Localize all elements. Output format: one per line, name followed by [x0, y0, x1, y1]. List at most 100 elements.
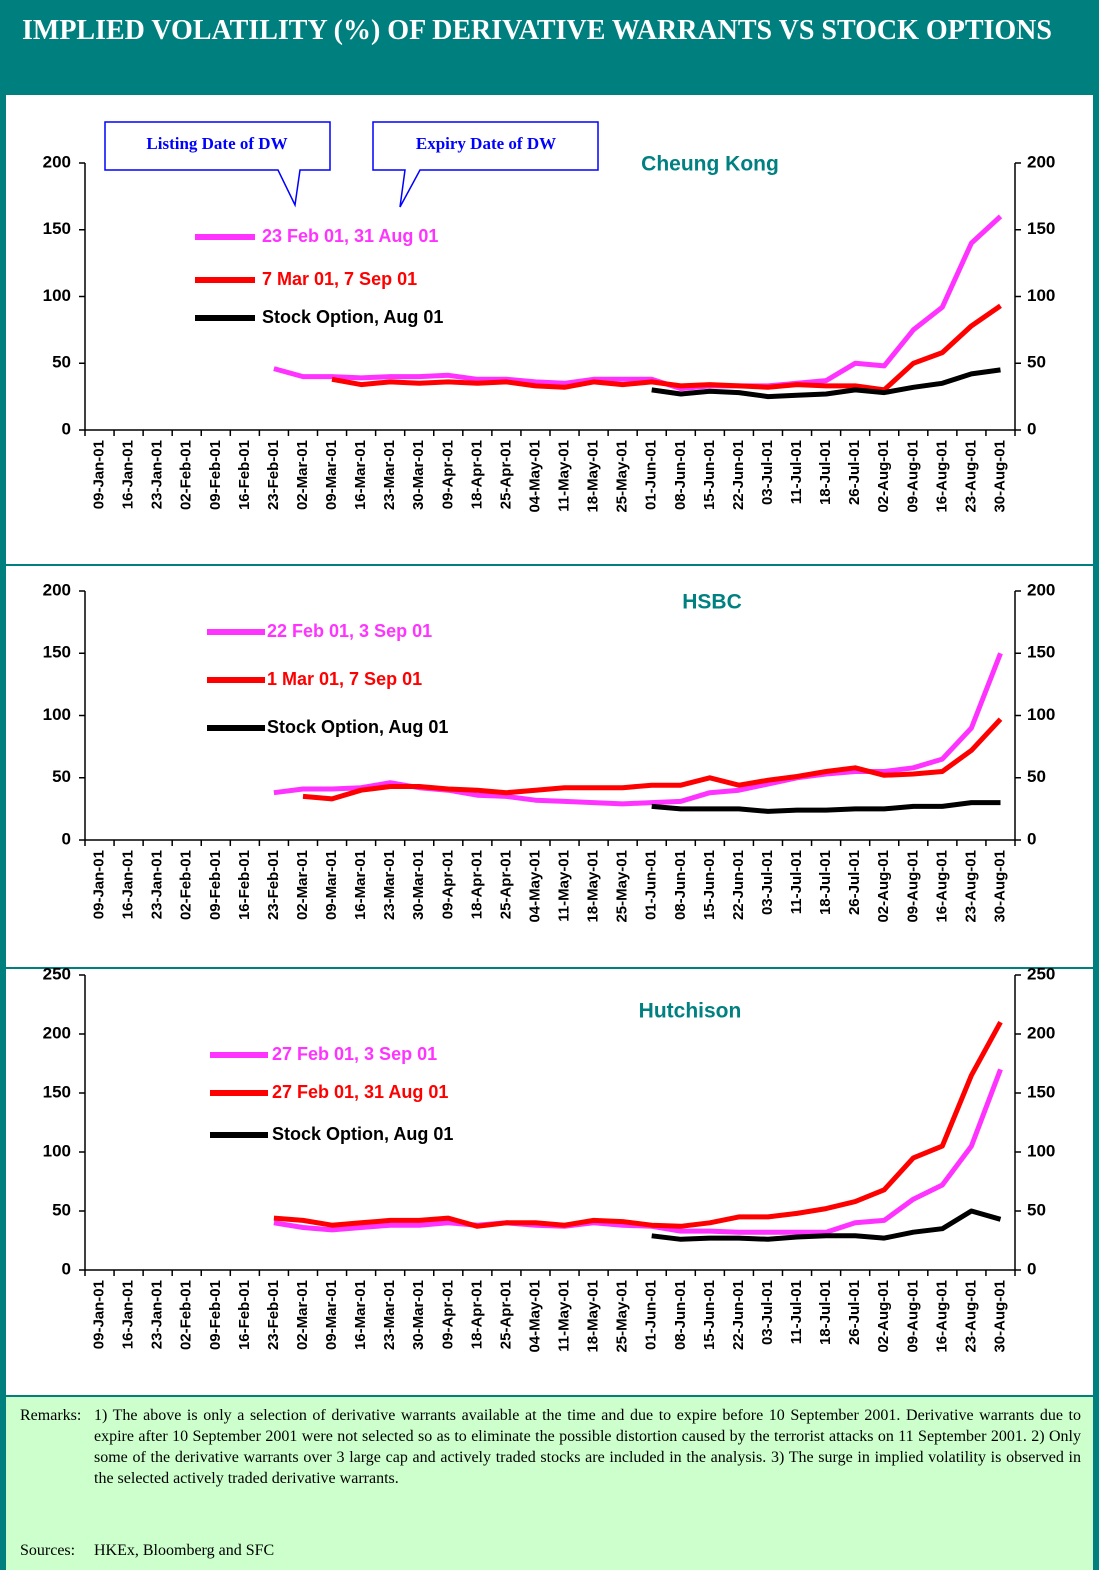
y2-tick-label: 200: [1027, 580, 1055, 599]
x-tick-label: 16-Mar-01: [352, 1280, 369, 1350]
y2-tick-label: 150: [1027, 643, 1055, 662]
x-tick-label: 11-Jul-01: [788, 1280, 805, 1344]
y-tick-label: 250: [43, 964, 71, 983]
x-tick-label: 09-Mar-01: [323, 1280, 340, 1350]
y-tick-label: 0: [62, 419, 71, 438]
x-tick-label: 18-Jul-01: [817, 1280, 834, 1345]
x-tick-label: 16-Aug-01: [933, 1280, 950, 1353]
remarks-label: Remarks:: [20, 1407, 82, 1424]
y2-tick-label: 100: [1027, 705, 1055, 724]
x-tick-label: 09-Jan-01: [91, 850, 108, 919]
y-tick-label: 150: [43, 1082, 71, 1101]
x-tick-label: 22-Jun-01: [730, 1280, 747, 1350]
x-tick-label: 02-Aug-01: [875, 1280, 892, 1353]
x-tick-label: 25-Apr-01: [497, 440, 514, 509]
x-tick-label: 23-Jan-01: [149, 440, 166, 509]
callout-box: [372, 121, 599, 208]
callout-text: Expiry Date of DW: [416, 134, 556, 153]
x-tick-label: 25-May-01: [614, 440, 631, 513]
x-tick-label: 30-Mar-01: [410, 1280, 427, 1350]
legend-label: 27 Feb 01, 31 Aug 01: [272, 1082, 448, 1102]
x-tick-label: 25-May-01: [614, 1280, 631, 1353]
legend-label: 27 Feb 01, 3 Sep 01: [272, 1044, 437, 1064]
y2-tick-label: 200: [1027, 1023, 1055, 1042]
x-tick-label: 23-Aug-01: [962, 850, 979, 923]
x-tick-label: 01-Jun-01: [643, 1280, 660, 1350]
series-line: [273, 214, 1003, 392]
x-tick-label: 16-Feb-01: [236, 440, 253, 510]
x-tick-label: 22-Jun-01: [730, 850, 747, 920]
x-tick-label: 23-Jan-01: [149, 850, 166, 919]
x-tick-label: 11-Jul-01: [788, 440, 805, 504]
x-tick-label: 15-Jun-01: [701, 1280, 718, 1350]
x-tick-label: 02-Mar-01: [294, 850, 311, 920]
chart-title: Hutchison: [639, 1000, 742, 1023]
y-tick-label: 200: [43, 152, 71, 171]
x-tick-label: 08-Jun-01: [672, 1280, 689, 1350]
y2-tick-label: 50: [1027, 1200, 1046, 1219]
x-tick-label: 25-May-01: [614, 850, 631, 923]
legend-label: 22 Feb 01, 3 Sep 01: [267, 621, 432, 641]
x-tick-label: 16-Jan-01: [120, 850, 137, 919]
y-tick-label: 150: [43, 219, 71, 238]
x-tick-label: 23-Mar-01: [381, 850, 398, 920]
separator: [0, 967, 1099, 969]
legend-label: 7 Mar 01, 7 Sep 01: [262, 269, 417, 289]
x-tick-label: 23-Jan-01: [149, 1280, 166, 1349]
x-tick-label: 03-Jul-01: [759, 440, 776, 505]
x-tick-label: 04-May-01: [526, 850, 543, 923]
x-tick-label: 16-Jan-01: [120, 1280, 137, 1349]
legend-label: 1 Mar 01, 7 Sep 01: [267, 669, 422, 689]
y-tick-label: 200: [43, 1023, 71, 1042]
y2-tick-label: 100: [1027, 1141, 1055, 1160]
series-line: [651, 1208, 1002, 1242]
x-tick-label: 23-Mar-01: [381, 1280, 398, 1350]
x-tick-label: 02-Mar-01: [294, 1280, 311, 1350]
x-tick-label: 30-Aug-01: [991, 440, 1008, 513]
x-tick-label: 02-Feb-01: [178, 1280, 195, 1350]
x-tick-label: 16-Aug-01: [933, 850, 950, 923]
x-tick-label: 16-Feb-01: [236, 1280, 253, 1350]
x-tick-label: 09-Mar-01: [323, 440, 340, 510]
x-tick-label: 30-Aug-01: [991, 1280, 1008, 1353]
y-tick-label: 100: [43, 286, 71, 305]
page-title: IMPLIED VOLATILITY (%) OF DERIVATIVE WAR…: [22, 15, 1052, 46]
y2-tick-label: 150: [1027, 1082, 1055, 1101]
y-tick-label: 200: [43, 580, 71, 599]
x-tick-label: 09-Aug-01: [904, 440, 921, 513]
right-border: [1093, 95, 1099, 1395]
y2-tick-label: 0: [1027, 419, 1036, 438]
x-tick-label: 02-Aug-01: [875, 850, 892, 923]
x-tick-label: 22-Jun-01: [730, 440, 747, 510]
x-tick-label: 02-Mar-01: [294, 440, 311, 510]
y2-tick-label: 0: [1027, 1259, 1036, 1278]
x-tick-label: 02-Feb-01: [178, 440, 195, 510]
x-tick-label: 02-Feb-01: [178, 850, 195, 920]
legend-label: 23 Feb 01, 31 Aug 01: [262, 226, 438, 246]
x-tick-label: 15-Jun-01: [701, 850, 718, 920]
x-tick-label: 09-Feb-01: [207, 440, 224, 510]
sources-label: Sources:: [20, 1542, 76, 1559]
x-tick-label: 09-Jan-01: [91, 440, 108, 509]
y-tick-label: 50: [52, 1200, 71, 1219]
x-tick-label: 11-May-01: [556, 1280, 573, 1352]
x-tick-label: 18-Jul-01: [817, 850, 834, 915]
remarks-text: 1) The above is only a selection of deri…: [94, 1407, 1081, 1487]
y2-tick-label: 200: [1027, 152, 1055, 171]
x-tick-label: 09-Apr-01: [439, 1280, 456, 1349]
y2-tick-label: 50: [1027, 353, 1046, 372]
x-tick-label: 23-Mar-01: [381, 440, 398, 510]
x-tick-label: 16-Mar-01: [352, 850, 369, 920]
y-tick-label: 50: [52, 353, 71, 372]
y2-tick-label: 50: [1027, 767, 1046, 786]
x-tick-label: 03-Jul-01: [759, 1280, 776, 1345]
x-tick-label: 30-Mar-01: [410, 850, 427, 920]
y-tick-label: 150: [43, 643, 71, 662]
chart-title: Cheung Kong: [641, 153, 779, 176]
x-tick-label: 16-Feb-01: [236, 850, 253, 920]
chart-title: HSBC: [682, 591, 742, 614]
legend-label: Stock Option, Aug 01: [272, 1124, 453, 1144]
x-tick-label: 18-Jul-01: [817, 440, 834, 505]
series-line: [331, 303, 1002, 393]
